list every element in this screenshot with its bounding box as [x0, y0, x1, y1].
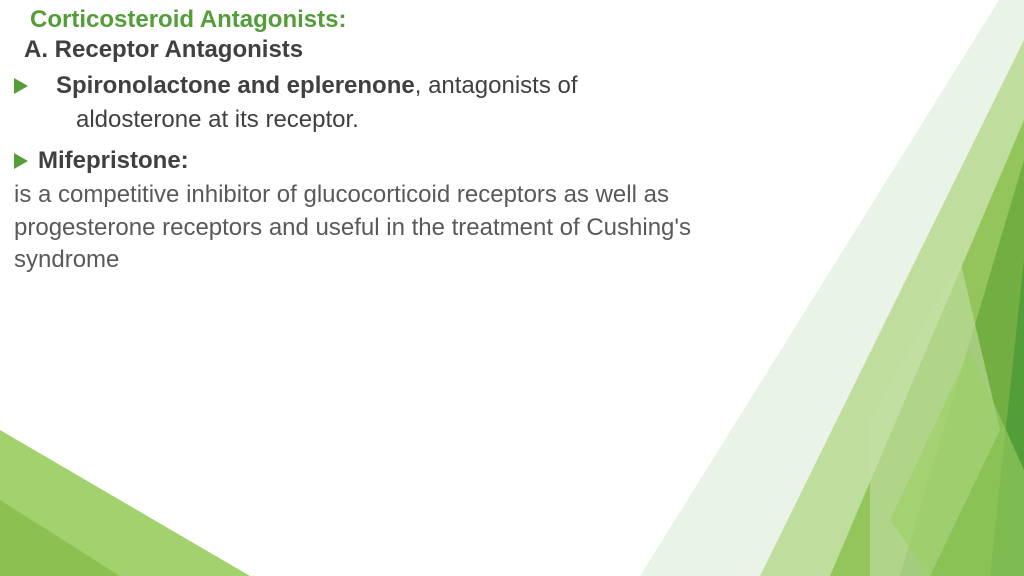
section-heading: A. Receptor Antagonists [24, 36, 904, 64]
play-bullet-icon [14, 153, 28, 169]
bullet-item: Spironolactone and eplerenone, antagonis… [10, 70, 904, 102]
bullet-item: Mifepristone: [10, 145, 904, 177]
bullet-text: Mifepristone: [38, 145, 189, 177]
paragraph-text: is a competitive inhibitor of glucocorti… [14, 179, 734, 276]
play-bullet-icon [14, 78, 28, 94]
bullet-text: Spironolactone and eplerenone, antagonis… [56, 70, 578, 102]
slide-title: Corticosteroid Antagonists: [30, 6, 904, 34]
bullet-continuation: aldosterone at its receptor. [76, 104, 904, 136]
